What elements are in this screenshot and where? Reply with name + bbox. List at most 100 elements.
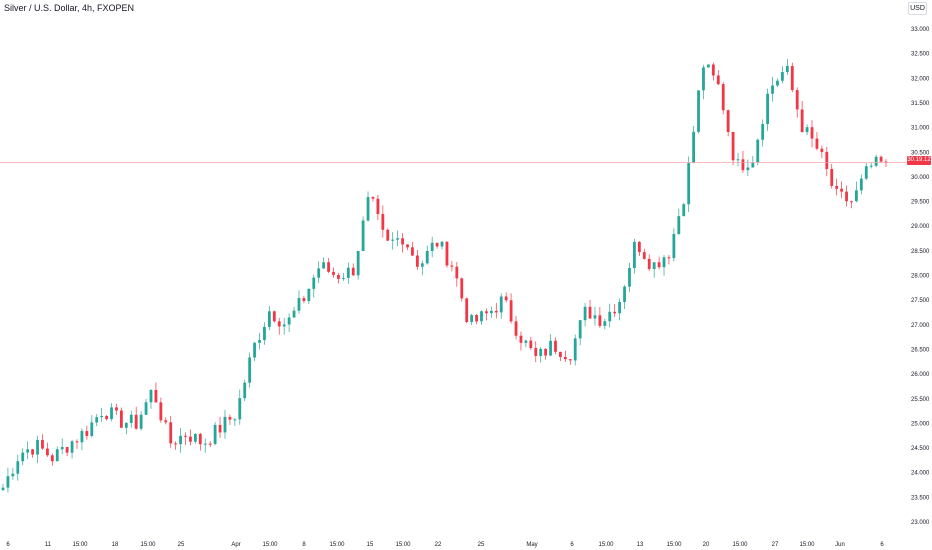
candle <box>549 334 552 357</box>
candle <box>50 453 54 466</box>
candle-body <box>637 241 641 253</box>
candle <box>297 290 301 314</box>
candle-body <box>277 321 281 327</box>
candle-body <box>213 424 217 444</box>
candle-body <box>489 310 493 314</box>
time-axis[interactable]: 6 11 15:00 18 15:00 25 Apr 15:00 8 15:00 15 15:00 22… <box>6 542 884 548</box>
candle <box>445 241 449 268</box>
candle <box>193 433 197 444</box>
candle <box>85 425 89 440</box>
candle <box>820 145 824 159</box>
candle <box>272 310 276 323</box>
candle-body <box>534 348 538 356</box>
y-tick-label: 32.500 <box>911 52 930 58</box>
candle-body <box>248 357 252 383</box>
candle <box>771 76 774 102</box>
candle <box>544 347 548 360</box>
candle <box>366 191 370 222</box>
candle <box>435 242 439 249</box>
candle-body <box>124 422 128 428</box>
candle <box>845 185 848 207</box>
candle-body <box>322 262 326 269</box>
candle-body <box>134 414 138 429</box>
candle <box>559 351 562 362</box>
candle <box>554 337 557 355</box>
candle-body <box>85 431 89 436</box>
x-tick-label: 8 <box>302 542 306 548</box>
candle <box>129 410 133 428</box>
candle-body <box>633 241 636 268</box>
candle <box>677 208 681 235</box>
candle-body <box>647 258 651 270</box>
candle-body <box>445 241 449 266</box>
candle <box>238 389 242 425</box>
x-tick-label: 13 <box>637 542 644 548</box>
candle-body <box>825 151 829 170</box>
candle <box>667 255 671 265</box>
candle-body <box>75 441 79 443</box>
candle <box>70 439 74 459</box>
candle-body <box>563 357 567 360</box>
candle <box>317 261 321 284</box>
candle-body <box>189 436 192 442</box>
candle <box>243 379 247 402</box>
candle <box>381 205 385 238</box>
candle-body <box>401 238 404 245</box>
candle-body <box>425 251 429 264</box>
candle-body <box>583 306 587 321</box>
candle-body <box>761 124 765 140</box>
candle <box>534 341 538 363</box>
candle-body <box>544 348 548 356</box>
candle <box>830 164 834 189</box>
candle <box>795 87 799 118</box>
candle-body <box>159 402 163 421</box>
candle <box>800 101 804 133</box>
currency-button[interactable]: USD <box>908 2 927 15</box>
x-tick-label: May <box>526 542 537 548</box>
x-tick-label: 25 <box>178 542 185 548</box>
candle-body <box>184 435 187 437</box>
candle-body <box>139 414 143 429</box>
candle <box>524 339 528 348</box>
x-tick-label: 15:00 <box>598 542 614 548</box>
candle-body <box>554 340 557 352</box>
candle <box>815 131 819 151</box>
candle <box>36 435 39 464</box>
candle-body <box>781 72 784 81</box>
candle-body <box>243 382 247 399</box>
x-tick-label: 6 <box>880 542 884 548</box>
candle-body <box>460 278 464 299</box>
candle <box>371 196 375 202</box>
candle <box>282 317 286 335</box>
candle-body <box>327 262 330 272</box>
candle <box>218 416 222 438</box>
candle-body <box>756 139 760 163</box>
candle-body <box>850 201 853 203</box>
candle <box>45 442 49 457</box>
x-tick-label: 15:00 <box>799 542 815 548</box>
x-tick-label: 15:00 <box>732 542 748 548</box>
candle <box>292 306 296 319</box>
candle <box>761 119 765 147</box>
candle <box>593 306 597 326</box>
candle <box>707 64 710 68</box>
candle-body <box>751 162 755 168</box>
candle-body <box>11 473 15 477</box>
candle <box>411 241 414 257</box>
candle-body <box>677 216 681 235</box>
x-tick-label: 6 <box>6 542 10 548</box>
y-tick-label: 31.000 <box>911 126 930 132</box>
candle <box>16 454 20 481</box>
candle <box>687 156 691 212</box>
candle-body <box>65 447 69 453</box>
candle-body <box>80 431 84 443</box>
candle-body <box>879 156 883 162</box>
candle <box>149 388 153 409</box>
candle <box>736 153 740 167</box>
candle-body <box>573 338 577 361</box>
candle-body <box>16 461 20 474</box>
candle-body <box>593 315 597 319</box>
price-axis[interactable]: 33.000 32.500 32.000 31.500 31.000 30.500 30.0… <box>911 27 930 526</box>
candle-body <box>95 417 99 423</box>
